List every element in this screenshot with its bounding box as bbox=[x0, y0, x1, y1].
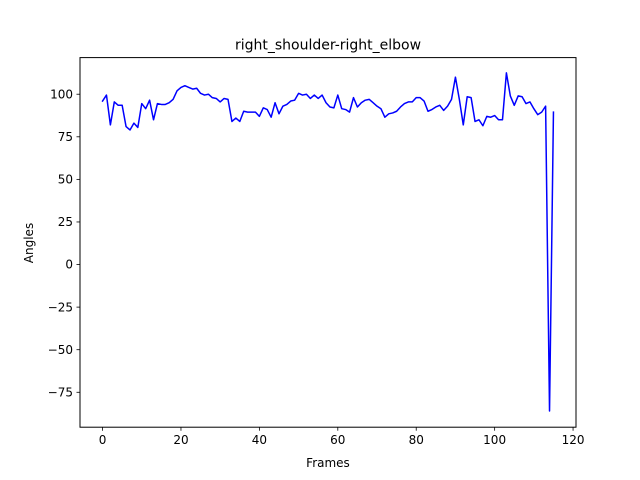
chart-title: right_shoulder-right_elbow bbox=[235, 38, 421, 54]
x-tick-label: 60 bbox=[330, 433, 345, 447]
y-tick-label: 25 bbox=[58, 215, 73, 229]
y-tick-label: 75 bbox=[58, 130, 73, 144]
y-tick-label: −75 bbox=[48, 385, 73, 399]
plot-area-frame bbox=[79, 57, 577, 428]
y-axis-ticks: −75 −50 −25 0 25 50 75 100 bbox=[48, 87, 80, 399]
x-tick-label: 40 bbox=[252, 433, 267, 447]
x-axis-label: Frames bbox=[306, 456, 350, 470]
y-axis-label: Angles bbox=[22, 223, 36, 263]
x-tick-label: 100 bbox=[483, 433, 506, 447]
plot-layer bbox=[101, 72, 555, 412]
y-tick-label: −25 bbox=[48, 300, 73, 314]
y-tick-label: 0 bbox=[65, 258, 73, 272]
x-tick-label: 20 bbox=[173, 433, 188, 447]
y-tick-label: −50 bbox=[48, 343, 73, 357]
series-line-0 bbox=[101, 72, 555, 412]
y-tick-label: 100 bbox=[50, 87, 73, 101]
x-tick-label: 0 bbox=[99, 433, 107, 447]
y-tick-label: 50 bbox=[58, 173, 73, 187]
x-tick-label: 120 bbox=[562, 433, 585, 447]
x-axis-ticks: 0 20 40 60 80 100 120 bbox=[99, 427, 585, 447]
x-tick-label: 80 bbox=[409, 433, 424, 447]
